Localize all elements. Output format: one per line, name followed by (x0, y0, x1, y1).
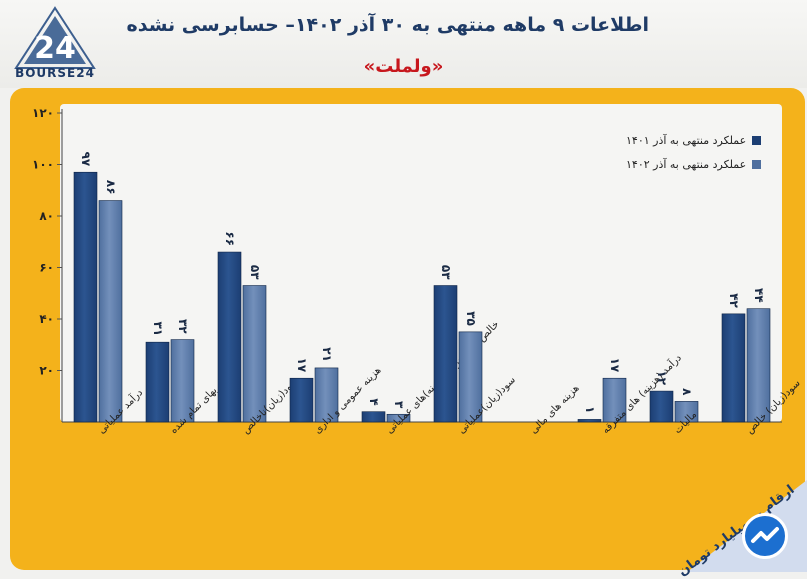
bar-value-label: ۸۶ (104, 180, 118, 195)
bar-value-label: ۱۷ (608, 358, 622, 373)
y-tick-label: ۱۰۰ (32, 158, 54, 172)
bar-1401 (577, 419, 602, 423)
legend-item-1401: عملکرد منتهی به آذر ۱۴۰۱ (626, 128, 762, 152)
bar-1401 (217, 251, 242, 423)
bar-value-label: ۴ (367, 398, 381, 405)
bar-1401 (649, 390, 674, 423)
bar-value-label: ۶۶ (223, 231, 237, 246)
bar-1402 (674, 401, 699, 423)
legend-label-1402: عملکرد منتهی به آذر ۱۴۰۲ (626, 157, 747, 171)
bar-value-label: ۴۲ (727, 293, 741, 308)
header: 24 BOURSE24 اطلاعات ۹ ماهه منتهی به ۳۰ آ… (0, 0, 807, 88)
bar-1401 (145, 341, 170, 423)
bourse24-logo: 24 (14, 6, 96, 69)
bar-1401 (289, 377, 314, 423)
y-tick-label: ۲۰ (39, 364, 54, 378)
bar-1402 (602, 377, 627, 423)
chart-legend: عملکرد منتهی به آذر ۱۴۰۱ عملکرد منتهی به… (626, 128, 762, 176)
bar-value-label: ۳۱ (151, 322, 165, 337)
bar-value-label: ۴۴ (752, 288, 766, 303)
logo-mark: 24 (34, 31, 76, 66)
legend-swatch-1402 (752, 159, 762, 169)
bar-1401 (433, 285, 458, 423)
x-category-label: هزینه های مالی (528, 383, 581, 436)
bar-1402 (386, 413, 411, 423)
bar-value-label: ۵۳ (439, 265, 453, 280)
y-tick-label: ۸۰ (39, 209, 54, 223)
bar-1402 (170, 339, 195, 423)
bar-1402 (242, 285, 267, 423)
bar-1402 (98, 200, 123, 423)
bar-1401 (361, 411, 386, 423)
legend-item-1402: عملکرد منتهی به آذر ۱۴۰۲ (626, 152, 762, 176)
bar-value-label: ۸ (680, 388, 694, 396)
bar-value-label: ۱۲ (655, 370, 669, 385)
trend-arrow-icon (742, 513, 788, 559)
bar-1402 (746, 308, 771, 423)
bar-1401 (73, 171, 98, 423)
bar-1401 (721, 313, 746, 423)
y-tick-label: ۴۰ (39, 312, 54, 326)
bar-value-label: ۲۱ (320, 347, 334, 362)
bar-1402 (458, 331, 483, 423)
page-title: اطلاعات ۹ ماهه منتهی به ۳۰ آذر ۱۴۰۲– حسا… (126, 14, 649, 36)
bar-value-label: ۵۳ (248, 265, 262, 280)
bar-1402 (314, 367, 339, 423)
legend-label-1401: عملکرد منتهی به آذر ۱۴۰۱ (626, 133, 747, 147)
bar-value-label: ۳۲ (176, 319, 190, 334)
bar-value-label: ۹۷ (79, 152, 93, 167)
bar-value-label: ۳۵ (464, 311, 478, 326)
page-subtitle: «ولملت» (363, 56, 444, 77)
y-tick-label: ۶۰ (39, 261, 54, 275)
bar-value-label: ۱ (583, 406, 597, 413)
logo-text: BOURSE24 (15, 66, 95, 80)
bar-value-label: ۳ (392, 401, 406, 409)
bar-value-label: ۱۷ (295, 358, 309, 373)
legend-swatch-1401 (752, 135, 762, 145)
y-tick-label: ۱۲۰ (32, 106, 54, 120)
